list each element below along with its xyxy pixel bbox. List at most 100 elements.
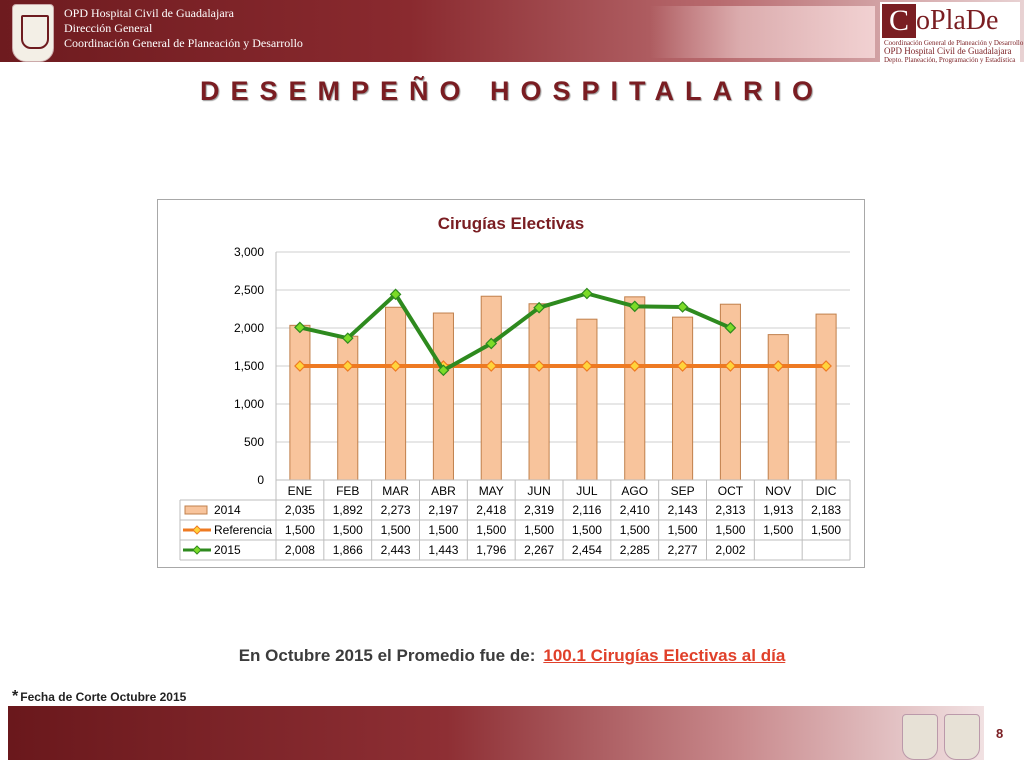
legend-label: 2014 [214, 503, 241, 517]
header-text: OPD Hospital Civil de Guadalajara Direcc… [64, 6, 303, 51]
data-label: 2,443 [381, 543, 411, 557]
point-Referencia [581, 360, 593, 372]
point-Referencia [628, 360, 641, 372]
chart-svg: Cirugías Electivas 0 500 1,000 1,500 2,000 2,5… [179, 214, 851, 561]
legend-label: Referencia [214, 523, 272, 537]
header-line-3: Coordinación General de Planeación y Des… [64, 36, 303, 50]
data-label: 2,273 [381, 503, 411, 517]
x-tick-label: ABR [431, 484, 456, 498]
coplade-logo-line-1: Coordinación General de Planeación y Des… [884, 39, 1024, 47]
coplade-logo-c: C [882, 4, 916, 38]
x-tick-label: OCT [718, 484, 744, 498]
x-tick-label: MAR [382, 484, 409, 498]
point-2015 [294, 321, 306, 334]
page-number: 8 [996, 726, 1004, 741]
legend-key-2014 [184, 505, 208, 515]
footnote: * Fecha de Corte Octubre 2015 [12, 688, 186, 706]
coplade-logo-line-3: Depto. Planeación, Programación y Estadí… [884, 56, 1016, 64]
data-label: 1,443 [428, 543, 458, 557]
data-label: 1,500 [428, 523, 458, 537]
footer-band [8, 706, 984, 760]
bar-2014 [385, 306, 407, 481]
data-label: 1,866 [333, 543, 363, 557]
data-label: 1,500 [381, 523, 411, 537]
data-label: 2,454 [572, 543, 602, 557]
chart-title: Cirugías Electivas [438, 214, 584, 233]
x-tick-label: DIC [816, 484, 837, 498]
data-label: 2,197 [428, 503, 458, 517]
data-label: 2,183 [811, 503, 841, 517]
coplade-logo-line-2: OPD Hospital Civil de Guadalajara [884, 46, 1012, 56]
data-label: 1,892 [333, 503, 363, 517]
point-2015 [341, 332, 354, 345]
point-2015 [389, 288, 402, 301]
data-label: 2,143 [668, 503, 698, 517]
point-Referencia [820, 360, 832, 372]
y-tick-label: 3,000 [234, 245, 264, 259]
x-tick-label: MAY [479, 484, 504, 498]
data-label: 1,913 [763, 503, 793, 517]
point-Referencia [485, 360, 498, 372]
point-Referencia [772, 360, 785, 372]
footnote-star: * [12, 688, 19, 705]
bar-2014 [624, 296, 646, 481]
y-tick-label: 0 [257, 473, 264, 487]
point-2015 [485, 337, 498, 350]
data-label: 2,313 [715, 503, 745, 517]
x-tick-label: FEB [336, 484, 359, 498]
data-label: 1,500 [285, 523, 315, 537]
y-tick-label: 1,000 [234, 397, 264, 411]
x-tick-label: SEP [671, 484, 695, 498]
header-line-1: OPD Hospital Civil de Guadalajara [64, 6, 234, 20]
data-label: 1,500 [763, 523, 793, 537]
x-tick-label: NOV [765, 484, 791, 498]
legend-label: 2015 [214, 543, 241, 557]
data-label: 1,500 [476, 523, 506, 537]
data-label: 2,116 [572, 503, 601, 517]
data-label: 1,500 [572, 523, 602, 537]
footer-crest-logo-2 [944, 714, 980, 760]
point-Referencia [724, 360, 737, 372]
x-tick-label: JUN [527, 484, 550, 498]
data-label: 2,008 [285, 543, 315, 557]
legend-key-marker-Referencia [192, 525, 202, 535]
point-Referencia [389, 360, 402, 372]
coplade-logo: C oPlaDe Coordinación General de Planeac… [880, 2, 1024, 64]
bar-2014 [432, 312, 454, 481]
x-tick-label: JUL [576, 484, 598, 498]
bar-2014 [480, 295, 502, 481]
point-2015 [676, 301, 689, 313]
data-label: 2,035 [285, 503, 315, 517]
point-2015 [724, 321, 737, 334]
bar-2014 [337, 335, 359, 481]
bar-2014 [672, 316, 694, 481]
x-tick-label: ENE [288, 484, 313, 498]
y-tick-label: 2,500 [234, 283, 264, 297]
chart-frame: Cirugías Electivas 0 500 1,000 1,500 2,000 2,5… [157, 199, 865, 568]
y-tick-label: 2,000 [234, 321, 264, 335]
y-tick-label: 500 [244, 435, 264, 449]
bar-2014 [767, 334, 789, 481]
point-Referencia [533, 360, 545, 372]
university-crest-logo [12, 4, 54, 62]
data-label: 2,285 [620, 543, 650, 557]
data-label: 1,500 [333, 523, 363, 537]
data-label: 1,500 [668, 523, 698, 537]
data-label: 2,277 [668, 543, 698, 557]
point-2015 [628, 300, 641, 313]
page-title: DESEMPEÑO HOSPITALARIO [199, 76, 825, 106]
bar-2014 [528, 303, 550, 481]
data-label: 1,500 [715, 523, 745, 537]
y-tick-label: 1,500 [234, 359, 264, 373]
data-label: 2,410 [620, 503, 650, 517]
data-label: 2,267 [524, 543, 554, 557]
x-tick-label: AGO [621, 484, 648, 498]
data-label: 2,319 [524, 503, 554, 517]
header-photo-strip [650, 6, 875, 58]
point-2015 [437, 364, 450, 377]
coplade-logo-word: oPlaDe [916, 5, 999, 36]
data-label: 2,418 [476, 503, 506, 517]
bar-2014 [289, 324, 311, 481]
point-2015 [581, 287, 593, 300]
point-Referencia [294, 360, 306, 372]
